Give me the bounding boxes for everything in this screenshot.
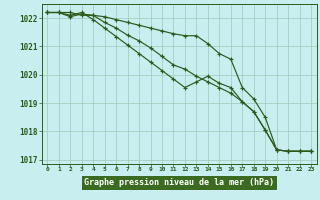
X-axis label: Graphe pression niveau de la mer (hPa): Graphe pression niveau de la mer (hPa) (84, 178, 274, 187)
